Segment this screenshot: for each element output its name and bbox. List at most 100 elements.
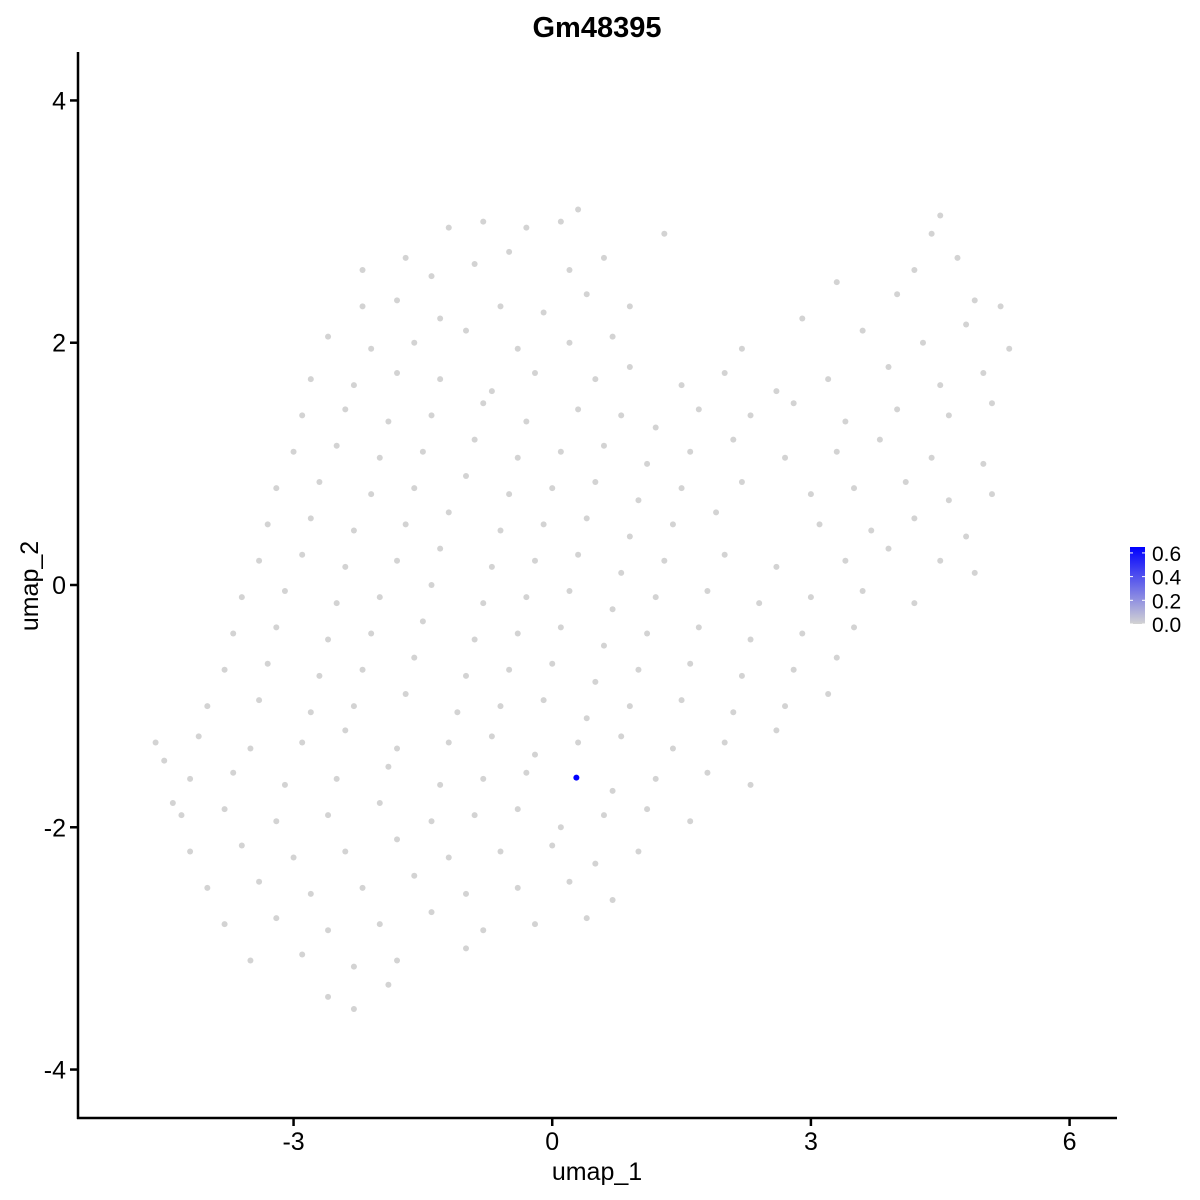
data-point [928,230,935,237]
data-point [411,339,418,346]
data-point [566,588,573,595]
data-point [428,909,435,916]
data-point [506,666,513,673]
data-point [626,703,633,710]
data-point [471,260,478,267]
data-point [790,400,797,407]
color-legend: 0.60.40.20.0 [1130,543,1182,637]
data-point [471,812,478,819]
data-point [273,485,280,492]
data-point [799,630,806,637]
data-point [368,491,375,498]
data-point [342,563,349,570]
data-point [756,600,763,607]
data-point [394,370,401,377]
data-point [695,624,702,631]
data-point [273,818,280,825]
data-point [385,763,392,770]
data-point [911,515,918,522]
data-point [695,406,702,413]
data-point [325,993,332,1000]
data-point [531,557,538,564]
data-point [497,303,504,310]
data-point [221,921,228,928]
data-point [851,485,858,492]
data-point [488,733,495,740]
data-point [833,448,840,455]
data-point [161,757,168,764]
data-point [437,376,444,383]
data-point-expressed [573,774,580,781]
data-point [652,775,659,782]
data-point [894,291,901,298]
data-point [281,781,288,788]
data-point [290,854,297,861]
data-point [307,376,314,383]
data-point [911,267,918,274]
data-point [256,697,263,704]
data-point [350,963,357,970]
data-point [592,479,599,486]
data-point [506,491,513,498]
data-point [635,666,642,673]
data-point [687,448,694,455]
data-point [169,800,176,807]
data-point [368,345,375,352]
data-point [713,509,720,516]
data-point [540,697,547,704]
data-point [238,842,245,849]
data-point [773,563,780,570]
data-point [316,479,323,486]
data-point [350,1005,357,1012]
data-point [445,509,452,516]
data-point [583,915,590,922]
data-point [385,981,392,988]
data-point [566,267,573,274]
data-point [497,848,504,855]
data-point [402,521,409,528]
data-point [325,927,332,934]
data-point [359,666,366,673]
data-point [816,521,823,528]
data-point [394,297,401,304]
data-point [626,303,633,310]
data-point [618,733,625,740]
data-point [600,442,607,449]
legend-label: 0.6 [1152,543,1181,566]
data-point [549,660,556,667]
data-point [704,769,711,776]
data-point [307,515,314,522]
data-point [385,418,392,425]
data-point [419,618,426,625]
legend-label: 0.4 [1152,567,1182,590]
legend-label: 0.2 [1152,590,1181,613]
data-point [833,279,840,286]
data-point [514,454,521,461]
data-point [678,697,685,704]
data-point [945,412,952,419]
data-point [471,636,478,643]
data-point [187,775,194,782]
data-point [842,557,849,564]
data-point [937,382,944,389]
data-point [273,915,280,922]
data-point [738,672,745,679]
data-point [204,884,211,891]
data-point [937,212,944,219]
data-point [350,527,357,534]
data-point [868,527,875,534]
points-layer [152,206,1013,1012]
data-point [919,339,926,346]
data-point [523,594,530,601]
data-point [799,315,806,322]
x-ticks: -3 0 3 6 [282,1118,1077,1156]
data-point [325,812,332,819]
y-axis-label: umap_2 [16,541,44,631]
data-point [247,745,254,752]
data-point [635,848,642,855]
data-point [264,660,271,667]
data-point [428,582,435,588]
data-point [299,551,306,558]
data-point [747,412,754,419]
